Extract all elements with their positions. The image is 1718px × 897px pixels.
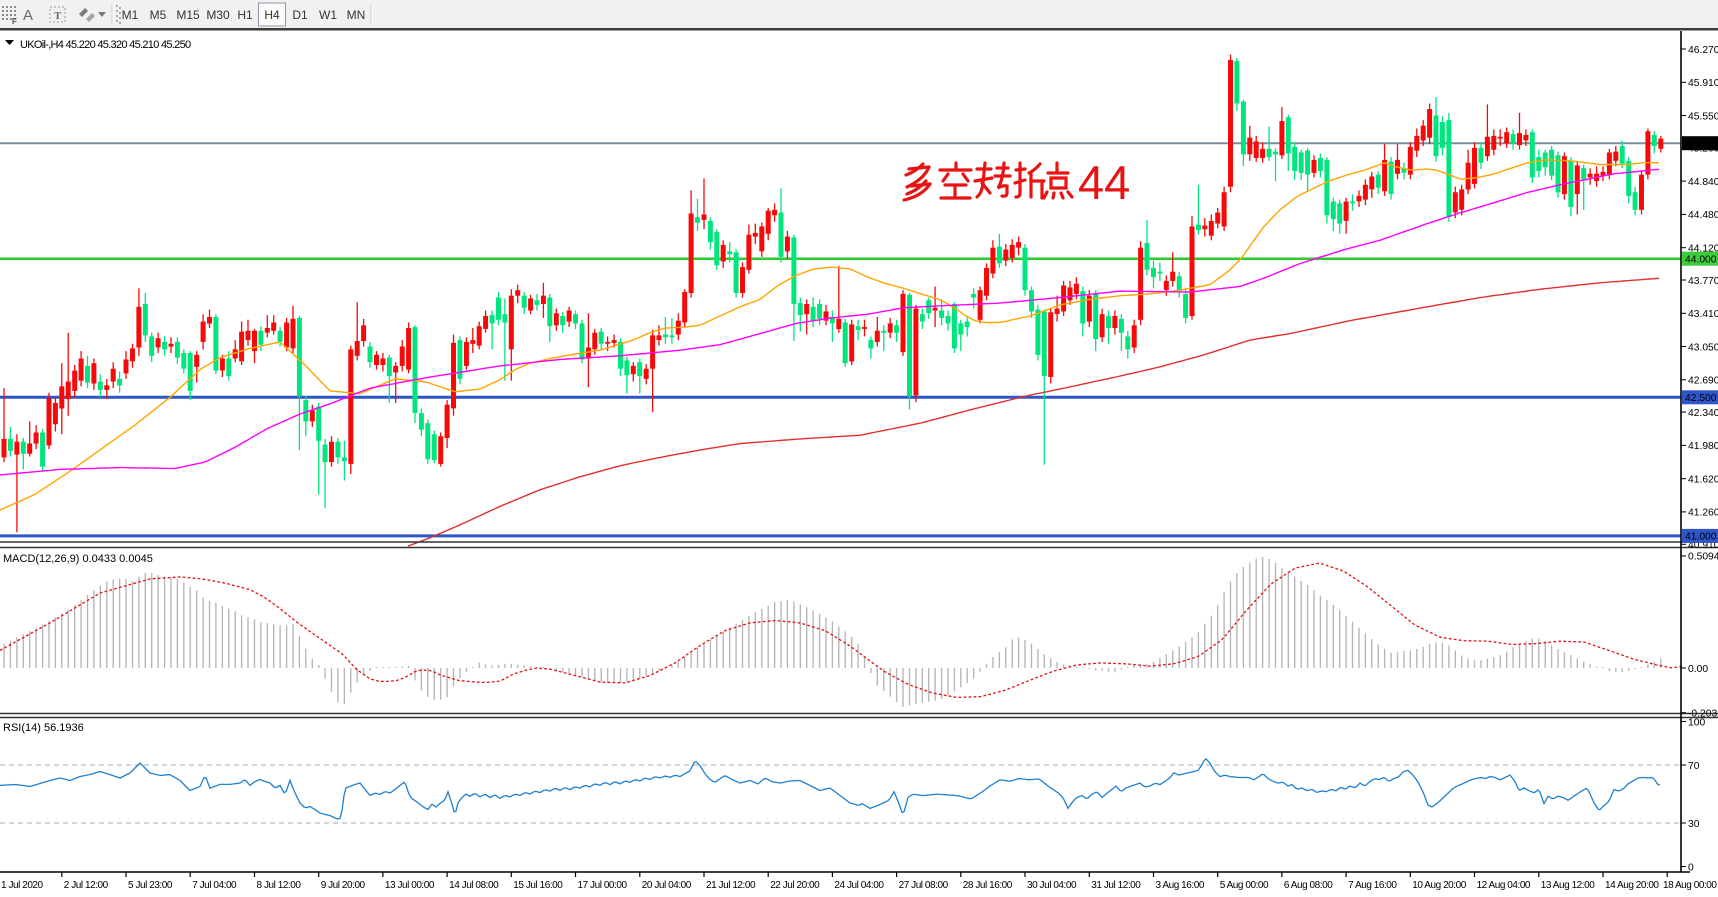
svg-text:31 Jul 12:00: 31 Jul 12:00	[1091, 880, 1141, 891]
svg-text:9 Jul 20:00: 9 Jul 20:00	[321, 880, 366, 891]
svg-text:M30: M30	[206, 8, 230, 22]
svg-text:30 Jul 04:00: 30 Jul 04:00	[1027, 880, 1077, 891]
svg-text:30: 30	[1688, 819, 1700, 830]
svg-text:14 Aug 20:00: 14 Aug 20:00	[1605, 880, 1659, 891]
svg-text:M15: M15	[176, 8, 200, 22]
svg-text:17 Jul 00:00: 17 Jul 00:00	[578, 880, 628, 891]
svg-text:A: A	[23, 7, 33, 24]
svg-text:5 Jul 23:00: 5 Jul 23:00	[128, 880, 173, 891]
svg-text:43.050: 43.050	[1688, 342, 1718, 353]
svg-text:F: F	[12, 17, 17, 26]
svg-text:M5: M5	[150, 8, 167, 22]
svg-text:14 Jul 08:00: 14 Jul 08:00	[449, 880, 499, 891]
svg-text:20 Jul 04:00: 20 Jul 04:00	[642, 880, 692, 891]
svg-text:1 Jul 2020: 1 Jul 2020	[1, 880, 44, 891]
svg-text:7 Jul 04:00: 7 Jul 04:00	[192, 880, 237, 891]
svg-text:22 Jul 20:00: 22 Jul 20:00	[770, 880, 820, 891]
svg-text:21 Jul 12:00: 21 Jul 12:00	[706, 880, 756, 891]
svg-text:28 Jul 16:00: 28 Jul 16:00	[963, 880, 1013, 891]
svg-text:T: T	[54, 10, 62, 22]
svg-text:43.410: 43.410	[1688, 309, 1718, 320]
svg-text:13 Aug 12:00: 13 Aug 12:00	[1541, 880, 1595, 891]
svg-text:45.250: 45.250	[1685, 139, 1717, 150]
svg-text:D1: D1	[292, 8, 308, 22]
svg-text:45.910: 45.910	[1688, 78, 1718, 89]
svg-text:46.270: 46.270	[1688, 45, 1718, 56]
svg-text:15 Jul 16:00: 15 Jul 16:00	[513, 880, 563, 891]
svg-text:3 Aug 16:00: 3 Aug 16:00	[1156, 880, 1205, 891]
svg-text:27 Jul 08:00: 27 Jul 08:00	[899, 880, 949, 891]
svg-text:6 Aug 08:00: 6 Aug 08:00	[1284, 880, 1333, 891]
svg-text:10 Aug 20:00: 10 Aug 20:00	[1412, 880, 1466, 891]
svg-text:100: 100	[1688, 717, 1705, 728]
svg-text:70: 70	[1688, 761, 1700, 772]
svg-text:44.480: 44.480	[1688, 210, 1718, 221]
svg-text:0.5094: 0.5094	[1688, 552, 1718, 563]
svg-text:W1: W1	[319, 8, 337, 22]
svg-text:MACD(12,26,9) 0.0433 0.0045: MACD(12,26,9) 0.0433 0.0045	[3, 553, 153, 565]
svg-text:43.770: 43.770	[1688, 276, 1718, 287]
svg-text:13 Jul 00:00: 13 Jul 00:00	[385, 880, 435, 891]
svg-text:M1: M1	[122, 8, 139, 22]
svg-text:H4: H4	[264, 8, 280, 22]
svg-text:42.500: 42.500	[1685, 393, 1717, 404]
svg-text:H1: H1	[237, 8, 253, 22]
svg-text:7 Aug 16:00: 7 Aug 16:00	[1348, 880, 1397, 891]
svg-text:41.980: 41.980	[1688, 441, 1718, 452]
svg-text:24 Jul 04:00: 24 Jul 04:00	[834, 880, 884, 891]
svg-text:2 Jul 12:00: 2 Jul 12:00	[64, 880, 109, 891]
svg-text:18 Aug 00:00: 18 Aug 00:00	[1663, 880, 1717, 891]
svg-text:UKOil-,H4 45.220 45.320 45.21: UKOil-,H4 45.220 45.320 45.210 45.250	[20, 39, 191, 51]
svg-text:45.550: 45.550	[1688, 111, 1718, 122]
svg-text:12 Aug 04:00: 12 Aug 04:00	[1477, 880, 1531, 891]
svg-text:42.340: 42.340	[1688, 408, 1718, 419]
svg-text:RSI(14) 56.1936: RSI(14) 56.1936	[3, 722, 84, 734]
svg-text:42.690: 42.690	[1688, 376, 1718, 387]
svg-text:41.000: 41.000	[1685, 532, 1717, 543]
svg-text:0.00: 0.00	[1688, 664, 1708, 675]
svg-text:41.260: 41.260	[1688, 508, 1718, 519]
svg-text:41.620: 41.620	[1688, 475, 1718, 486]
svg-text:MN: MN	[347, 8, 366, 22]
svg-text:44.840: 44.840	[1688, 177, 1718, 188]
svg-text:8 Jul 12:00: 8 Jul 12:00	[257, 880, 302, 891]
svg-text:44.000: 44.000	[1685, 255, 1717, 266]
svg-text:44: 44	[1078, 156, 1130, 209]
svg-text:5 Aug 00:00: 5 Aug 00:00	[1220, 880, 1269, 891]
svg-text:0: 0	[1688, 862, 1694, 873]
